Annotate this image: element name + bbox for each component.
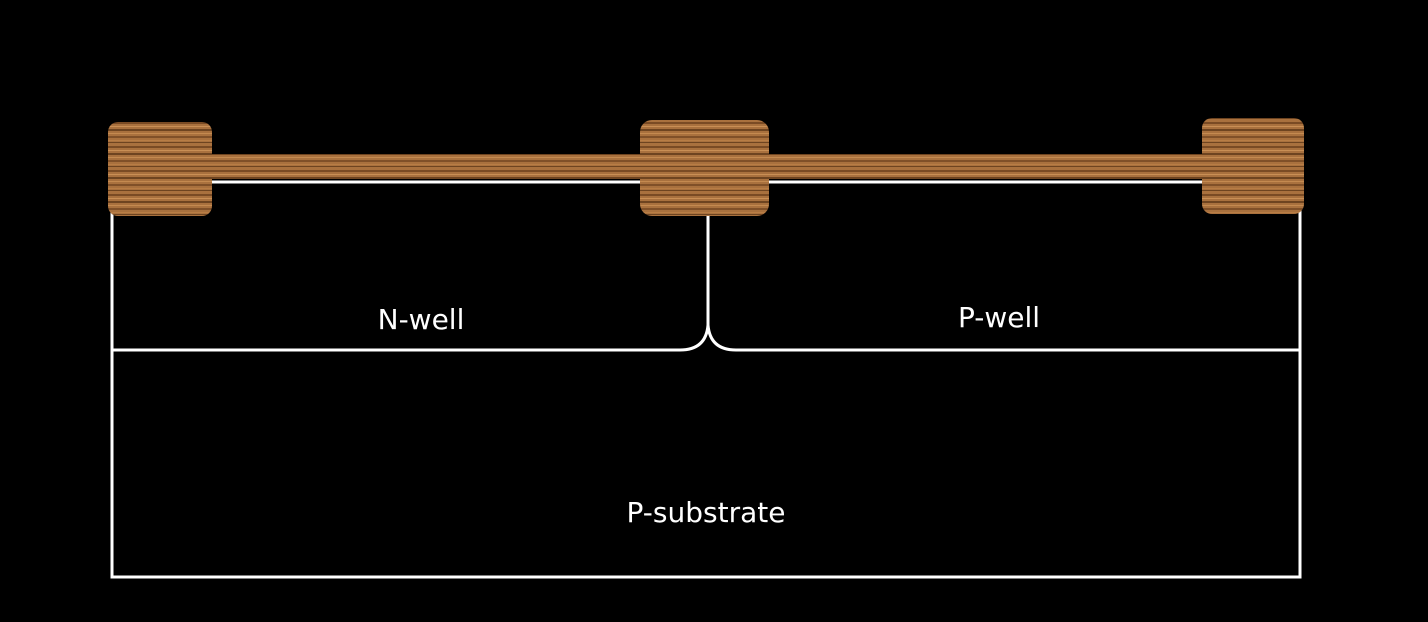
oxide-block-center xyxy=(640,120,769,216)
field-oxide-bar-right xyxy=(765,154,1205,179)
pwell-boundary xyxy=(706,324,1300,352)
psubstrate-label: P-substrate xyxy=(626,496,786,529)
nwell-label: N-well xyxy=(377,303,465,336)
oxide-block-left xyxy=(108,122,212,216)
field-oxide-bar-left xyxy=(205,154,645,179)
pwell-label: P-well xyxy=(957,301,1041,334)
substrate-outline xyxy=(110,182,1302,579)
oxide-block-right xyxy=(1202,118,1304,214)
